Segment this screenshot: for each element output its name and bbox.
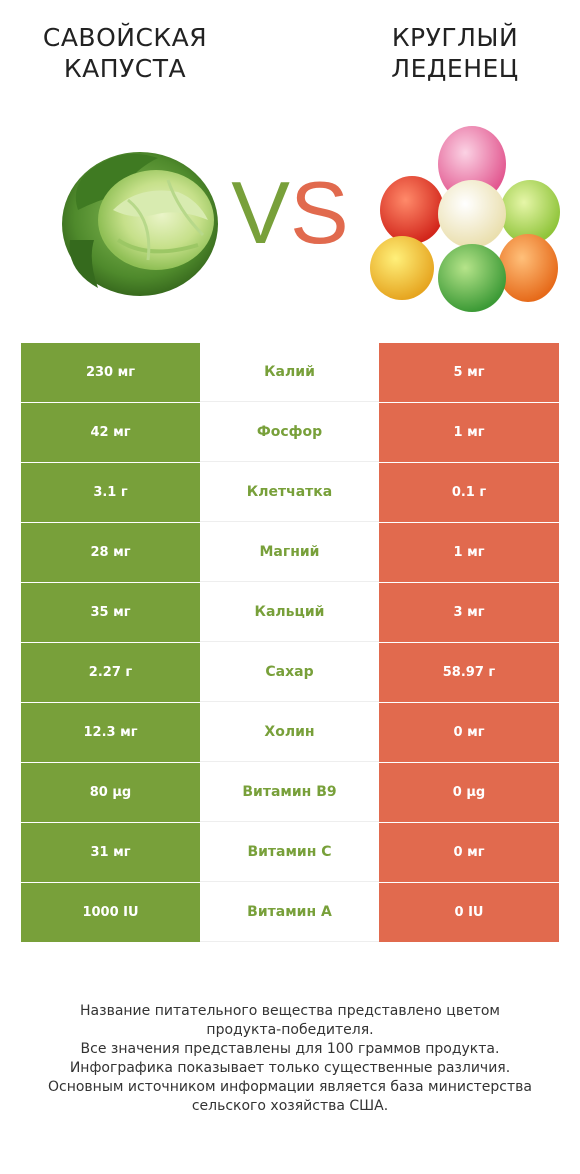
nutrient-name: Клетчатка (200, 463, 379, 522)
nutrient-name: Фосфор (200, 403, 379, 462)
left-value: 42 мг (21, 403, 200, 462)
left-value: 80 µg (21, 763, 200, 822)
footer-line: продукта-победителя. (206, 1022, 374, 1038)
footer-line: Основным источником информации является … (48, 1079, 532, 1095)
nutrient-name: Витамин A (200, 883, 379, 942)
gumdrop-candies-image (370, 126, 560, 312)
nutrient-name: Витамин B9 (200, 763, 379, 822)
right-value: 1 мг (379, 523, 559, 582)
nutrient-name: Калий (200, 343, 379, 402)
right-value: 0 мг (379, 703, 559, 762)
left-value: 35 мг (21, 583, 200, 642)
right-value: 58.97 г (379, 643, 559, 702)
footer-line: Название питательного вещества представл… (80, 1003, 500, 1019)
savoy-cabbage-image (62, 152, 218, 296)
left-value: 31 мг (21, 823, 200, 882)
right-value: 0 IU (379, 883, 559, 942)
left-value: 2.27 г (21, 643, 200, 702)
vs-label: VS (222, 158, 358, 268)
right-product-title: КРУГЛЫЙ ЛЕДЕНЕЦ (350, 22, 560, 84)
right-value: 0 мг (379, 823, 559, 882)
table-row: 12.3 мг Холин 0 мг (21, 703, 559, 763)
nutrient-name: Витамин C (200, 823, 379, 882)
table-row: 2.27 г Сахар 58.97 г (21, 643, 559, 703)
right-value: 0.1 г (379, 463, 559, 522)
comparison-table: 230 мг Калий 5 мг 42 мг Фосфор 1 мг 3.1 г Клетч… (21, 343, 559, 943)
left-value: 3.1 г (21, 463, 200, 522)
left-value: 230 мг (21, 343, 200, 402)
left-title-line1: САВОЙСКАЯ (42, 23, 208, 52)
right-value: 3 мг (379, 583, 559, 642)
table-row: 42 мг Фосфор 1 мг (21, 403, 559, 463)
left-value: 1000 IU (21, 883, 200, 942)
table-row: 80 µg Витамин B9 0 µg (21, 763, 559, 823)
right-value: 1 мг (379, 403, 559, 462)
left-value: 28 мг (21, 523, 200, 582)
table-row: 35 мг Кальций 3 мг (21, 583, 559, 643)
table-row: 3.1 г Клетчатка 0.1 г (21, 463, 559, 523)
right-title-line1: КРУГЛЫЙ (391, 23, 519, 52)
vs-letter-v: V (231, 163, 290, 262)
nutrient-name: Магний (200, 523, 379, 582)
footer-line: Инфографика показывает только существенн… (69, 1060, 511, 1076)
right-value: 5 мг (379, 343, 559, 402)
footer-note: Название питательного вещества представл… (20, 1002, 560, 1116)
table-row: 230 мг Калий 5 мг (21, 343, 559, 403)
vs-letter-s: S (290, 163, 349, 262)
right-title-line2: ЛЕДЕНЕЦ (391, 54, 519, 83)
table-row: 28 мг Магний 1 мг (21, 523, 559, 583)
footer-line: Все значения представлены для 100 граммо… (80, 1041, 500, 1057)
nutrient-name: Кальций (200, 583, 379, 642)
left-product-title: САВОЙСКАЯ КАПУСТА (20, 22, 230, 84)
nutrient-name: Холин (200, 703, 379, 762)
right-value: 0 µg (379, 763, 559, 822)
left-title-line2: КАПУСТА (63, 54, 187, 83)
nutrient-name: Сахар (200, 643, 379, 702)
footer-line: сельского хозяйства США. (191, 1098, 389, 1114)
left-value: 12.3 мг (21, 703, 200, 762)
